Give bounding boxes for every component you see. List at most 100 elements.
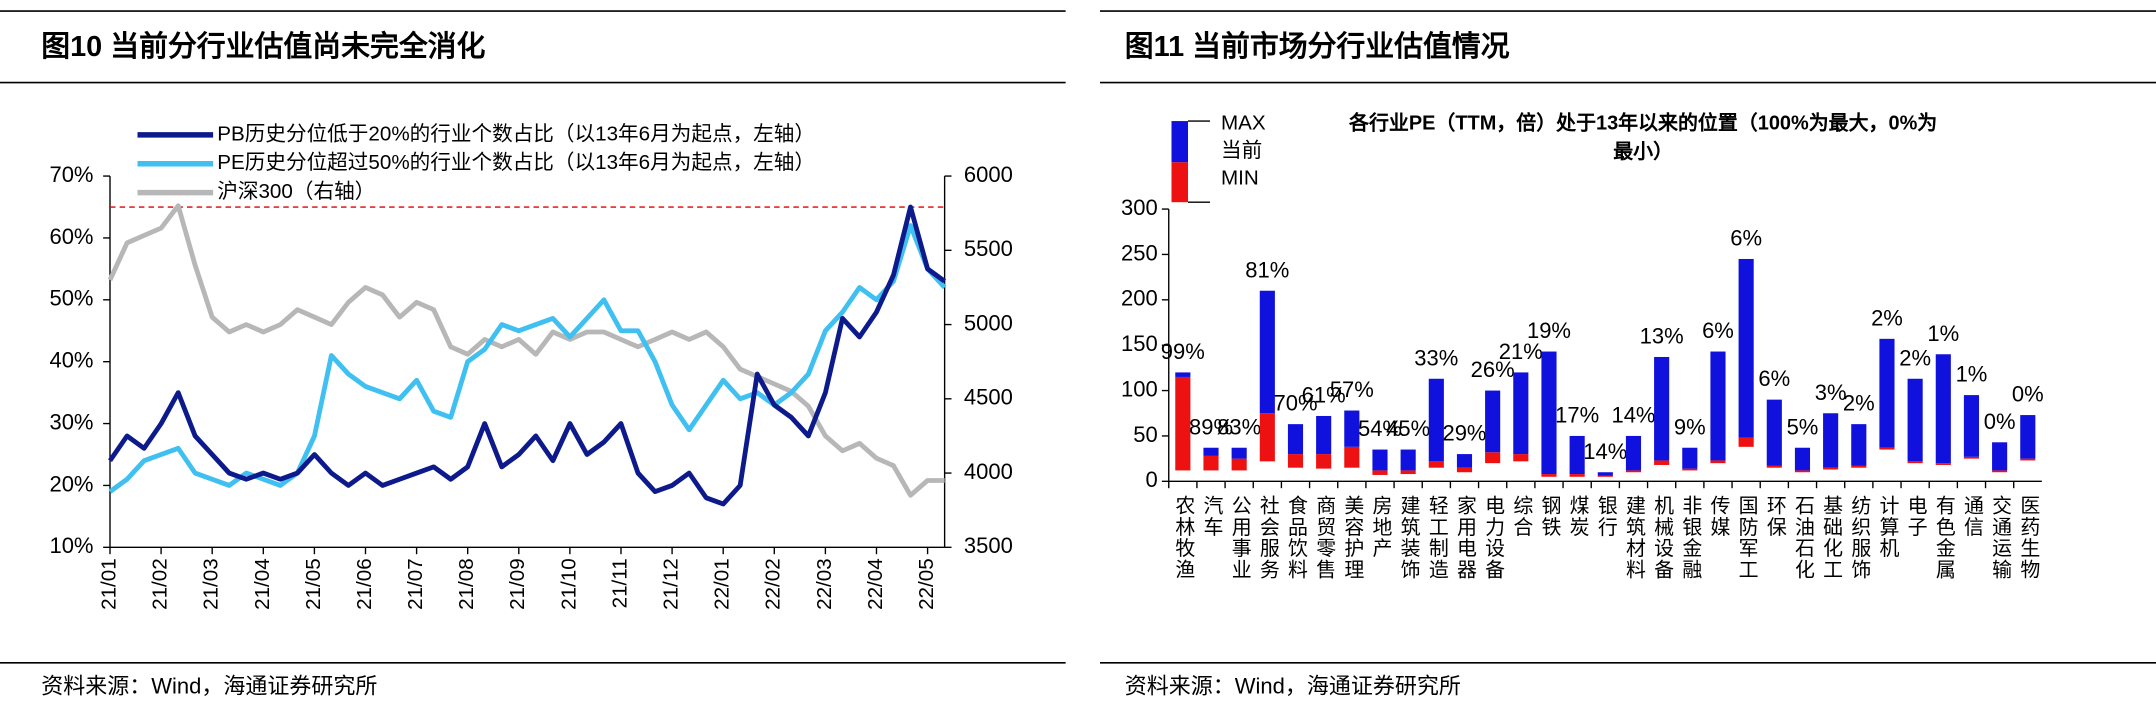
legend-swatch: [1171, 121, 1188, 163]
data-label: 0%: [2012, 382, 2044, 407]
bar-lower: [1738, 437, 1754, 447]
bar-lower: [1456, 467, 1473, 473]
chart-title: 各行业PE（TTM，倍）处于13年以来的位置（100%为最大，0%为最小）: [1349, 112, 1938, 164]
data-label: 6%: [1730, 226, 1762, 251]
x-tick-label: 综合: [1510, 495, 1533, 538]
x-tick-label: 22/03: [813, 558, 836, 610]
x-tick-label: 轻工制造: [1425, 495, 1448, 581]
bar-upper: [1259, 290, 1275, 414]
legend-label: 当前: [1221, 139, 1262, 162]
bar-lower: [1485, 452, 1501, 464]
x-tick-label: 21/12: [660, 558, 683, 610]
bar-lower: [1879, 447, 1895, 450]
bar-upper: [1456, 454, 1473, 468]
bar-upper: [1766, 399, 1782, 466]
data-label: 0%: [1984, 409, 2016, 434]
bar-lower: [1710, 460, 1726, 464]
bar-lower: [1344, 446, 1360, 468]
bar-lower: [1654, 460, 1670, 465]
legend-label: MIN: [1221, 166, 1259, 189]
x-tick-label: 机械设备: [1651, 495, 1674, 581]
y-tick-label: 70%: [49, 162, 93, 187]
bar-upper: [1400, 449, 1416, 471]
data-label: 99%: [1161, 339, 1205, 364]
bar-lower: [1400, 470, 1416, 475]
data-label: 21%: [1499, 339, 1543, 364]
bar-upper: [1316, 415, 1332, 455]
x-tick-label: 石油石化: [1791, 495, 1814, 580]
y2-tick-label: 6000: [964, 162, 1013, 187]
x-tick-label: 汽车: [1200, 495, 1223, 538]
y-tick-label: 250: [1121, 240, 1158, 265]
data-label: 61%: [1302, 383, 1346, 408]
figure-title: 图10 当前分行业估值尚未完全消化: [41, 30, 485, 63]
x-tick-label: 有色金属: [1932, 495, 1955, 581]
x-tick-label: 21/06: [353, 558, 376, 610]
bar-upper: [1597, 472, 1613, 476]
bar-lower: [1541, 474, 1557, 477]
y2-tick-label: 5000: [964, 310, 1013, 335]
bar-lower: [1428, 461, 1444, 468]
x-tick-label: 计算机: [1876, 495, 1899, 559]
bar-upper: [1513, 372, 1529, 455]
x-tick-label: 21/04: [251, 558, 274, 610]
bar-lower: [1794, 470, 1811, 473]
x-tick-label: 建筑材料: [1622, 495, 1645, 581]
y-tick-label: 50: [1133, 422, 1157, 447]
bar-lower: [1823, 467, 1839, 470]
y2-tick-label: 5500: [964, 236, 1013, 261]
x-tick-label: 房地产: [1369, 495, 1392, 559]
bar-lower: [1625, 470, 1642, 473]
data-label: 14%: [1611, 403, 1655, 428]
x-tick-label: 建筑装饰: [1397, 495, 1420, 581]
bar-upper: [1203, 447, 1219, 456]
x-tick-label: 非银金融: [1679, 495, 1702, 581]
data-label: 81%: [1245, 257, 1289, 282]
data-label: 1%: [1927, 321, 1959, 346]
y-tick-label: 50%: [49, 286, 93, 311]
bar-upper: [1907, 378, 1923, 462]
x-tick-label: 家用电器: [1453, 495, 1476, 581]
data-label: 83%: [1217, 414, 1261, 439]
data-label: 54%: [1358, 416, 1402, 441]
y-tick-label: 300: [1121, 195, 1158, 220]
data-label: 33%: [1414, 345, 1458, 370]
data-label: 13%: [1640, 324, 1684, 349]
bar-lower: [1316, 454, 1332, 469]
x-tick-label: 22/02: [762, 558, 785, 610]
x-tick-label: 纺织服饰: [1848, 495, 1871, 581]
bar-upper: [1794, 447, 1811, 471]
bar-upper: [1682, 447, 1698, 469]
data-label: 2%: [1899, 345, 1931, 370]
x-tick-label: 农林牧渔: [1172, 495, 1195, 581]
data-label: 2%: [1843, 391, 1875, 416]
data-label: 9%: [1674, 414, 1706, 439]
x-tick-label: 电子: [1904, 495, 1926, 538]
bar-lower: [1175, 376, 1191, 471]
bar-lower: [1935, 463, 1951, 465]
bar-upper: [1625, 435, 1642, 471]
bar-upper: [1654, 356, 1670, 461]
series-line: [107, 203, 945, 498]
bar-lower: [1287, 454, 1304, 468]
y2-tick-label: 4000: [964, 459, 1013, 484]
legend-swatch: [1171, 162, 1188, 203]
x-tick-label: 公用事业: [1228, 495, 1251, 580]
data-label: 5%: [1787, 414, 1819, 439]
source: 资料来源：Wind，海通证券研究所: [1125, 673, 1461, 698]
bar-lower: [1992, 470, 2008, 473]
bar-lower: [1203, 455, 1219, 471]
x-tick-label: 传媒: [1707, 495, 1730, 538]
x-tick-label: 美容护理: [1341, 495, 1364, 581]
x-tick-label: 银行: [1594, 495, 1617, 538]
x-tick-label: 21/11: [608, 558, 631, 608]
bar-upper: [1287, 424, 1304, 455]
bar-upper: [1963, 395, 1980, 457]
y-tick-label: 60%: [49, 224, 93, 249]
x-tick-label: 通信: [1960, 495, 1983, 538]
data-label: 45%: [1386, 416, 1430, 441]
data-label: 19%: [1527, 318, 1571, 343]
data-label: 89%: [1189, 414, 1233, 439]
bar-upper: [1851, 424, 1867, 466]
